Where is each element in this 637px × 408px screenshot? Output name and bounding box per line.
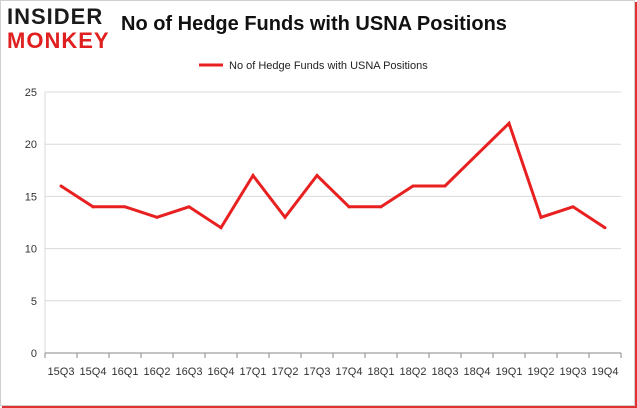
- x-tick-label: 17Q1: [240, 366, 267, 378]
- logo-line-2: MONKEY: [7, 28, 110, 53]
- data-point: [315, 174, 319, 178]
- x-tick-label: 18Q1: [368, 366, 395, 378]
- y-tick-label: 15: [25, 191, 37, 203]
- x-axis-ticks: 15Q3 15Q4 16Q1 16Q2 16Q3 16Q4 17Q1 17Q2 17Q3 17Q4…: [44, 353, 622, 378]
- x-tick-label: 19Q1: [496, 366, 523, 378]
- data-point: [347, 205, 351, 209]
- data-point: [539, 215, 543, 219]
- data-point: [123, 205, 127, 209]
- data-point: [187, 205, 191, 209]
- x-tick-label: 18Q4: [464, 366, 491, 378]
- series-layer: [59, 120, 607, 230]
- insider-monkey-logo: INSIDER MONKEY: [7, 5, 115, 53]
- data-point: [219, 226, 223, 230]
- legend: No of Hedge Funds with USNA Positions: [199, 60, 428, 72]
- data-point: [155, 215, 159, 219]
- data-point: [91, 205, 95, 209]
- logo-line-1: INSIDER: [7, 4, 104, 29]
- x-tick-label: 19Q2: [528, 366, 555, 378]
- data-point: [251, 174, 255, 178]
- x-tick-label: 17Q4: [336, 366, 363, 378]
- data-point: [571, 205, 575, 209]
- x-tick-label: 19Q3: [560, 366, 587, 378]
- y-tick-label: 25: [25, 87, 37, 99]
- x-tick-label: 15Q4: [80, 366, 107, 378]
- x-tick-label: 17Q2: [272, 366, 299, 378]
- y-tick-label: 0: [31, 348, 37, 360]
- y-axis-ticks: 0 5 10 15 20 25: [25, 87, 37, 360]
- data-point: [603, 226, 607, 230]
- data-point: [411, 184, 415, 188]
- grid-lines: [44, 91, 621, 354]
- series-line: [60, 120, 606, 230]
- data-point: [443, 184, 447, 188]
- x-tick-label: 17Q3: [304, 366, 331, 378]
- x-tick-label: 15Q3: [48, 366, 75, 378]
- data-point: [283, 215, 287, 219]
- chart-title: No of Hedge Funds with USNA Positions: [121, 13, 507, 35]
- data-point: [507, 121, 511, 125]
- x-tick-label: 18Q3: [432, 366, 459, 378]
- x-tick-label: 16Q1: [112, 366, 139, 378]
- x-tick-label: 16Q3: [176, 366, 203, 378]
- data-point: [379, 205, 383, 209]
- legend-label: No of Hedge Funds with USNA Positions: [229, 60, 428, 72]
- data-point: [59, 184, 63, 188]
- x-tick-label: 16Q2: [144, 366, 171, 378]
- y-tick-label: 20: [25, 139, 37, 151]
- x-tick-label: 19Q4: [592, 366, 619, 378]
- data-point: [475, 153, 479, 157]
- y-tick-label: 5: [31, 296, 37, 308]
- x-tick-label: 16Q4: [208, 366, 235, 378]
- y-tick-label: 10: [25, 244, 37, 256]
- x-tick-label: 18Q2: [400, 366, 427, 378]
